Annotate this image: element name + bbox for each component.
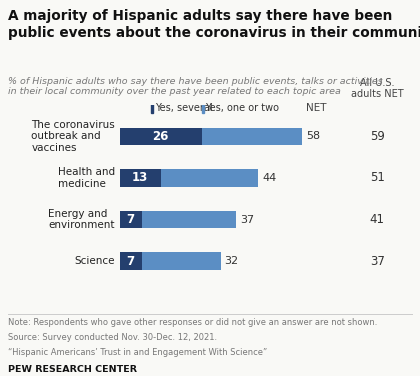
Text: NET: NET — [306, 103, 327, 113]
Text: Health and
medicine: Health and medicine — [58, 167, 115, 189]
Text: Yes, one or two: Yes, one or two — [205, 103, 279, 113]
Text: 26: 26 — [152, 130, 169, 143]
Text: Yes, several: Yes, several — [155, 103, 213, 113]
Bar — [120, 252, 142, 270]
Text: 37: 37 — [370, 255, 385, 268]
Bar — [151, 104, 153, 113]
Bar — [202, 128, 302, 145]
Text: All U.S.
adults NET: All U.S. adults NET — [351, 78, 404, 99]
Text: % of Hispanic adults who say there have been public events, talks or activities
: % of Hispanic adults who say there have … — [8, 77, 383, 97]
Text: A majority of Hispanic adults say there have been
public events about the corona: A majority of Hispanic adults say there … — [8, 9, 420, 39]
Text: Science: Science — [74, 256, 115, 266]
Text: “Hispanic Americans’ Trust in and Engagement With Science”: “Hispanic Americans’ Trust in and Engage… — [8, 348, 268, 357]
Text: Note: Respondents who gave other responses or did not give an answer are not sho: Note: Respondents who gave other respons… — [8, 318, 378, 327]
Bar — [202, 104, 204, 113]
Text: 13: 13 — [132, 171, 148, 185]
Text: Energy and
environment: Energy and environment — [48, 209, 115, 230]
Bar — [161, 169, 258, 187]
Bar — [142, 211, 236, 228]
Text: 37: 37 — [240, 214, 254, 224]
Text: 32: 32 — [224, 256, 239, 266]
Bar — [120, 128, 202, 145]
Text: The coronavirus
outbreak and
vaccines: The coronavirus outbreak and vaccines — [31, 120, 115, 153]
Bar — [120, 211, 142, 228]
Text: Source: Survey conducted Nov. 30-Dec. 12, 2021.: Source: Survey conducted Nov. 30-Dec. 12… — [8, 333, 218, 342]
Text: 44: 44 — [262, 173, 276, 183]
Text: 41: 41 — [370, 213, 385, 226]
Text: 7: 7 — [127, 213, 135, 226]
Text: 7: 7 — [127, 255, 135, 268]
Bar — [142, 252, 220, 270]
Text: 58: 58 — [306, 132, 320, 141]
Text: 59: 59 — [370, 130, 385, 143]
Bar — [120, 169, 161, 187]
Text: 51: 51 — [370, 171, 385, 185]
Text: PEW RESEARCH CENTER: PEW RESEARCH CENTER — [8, 365, 137, 374]
